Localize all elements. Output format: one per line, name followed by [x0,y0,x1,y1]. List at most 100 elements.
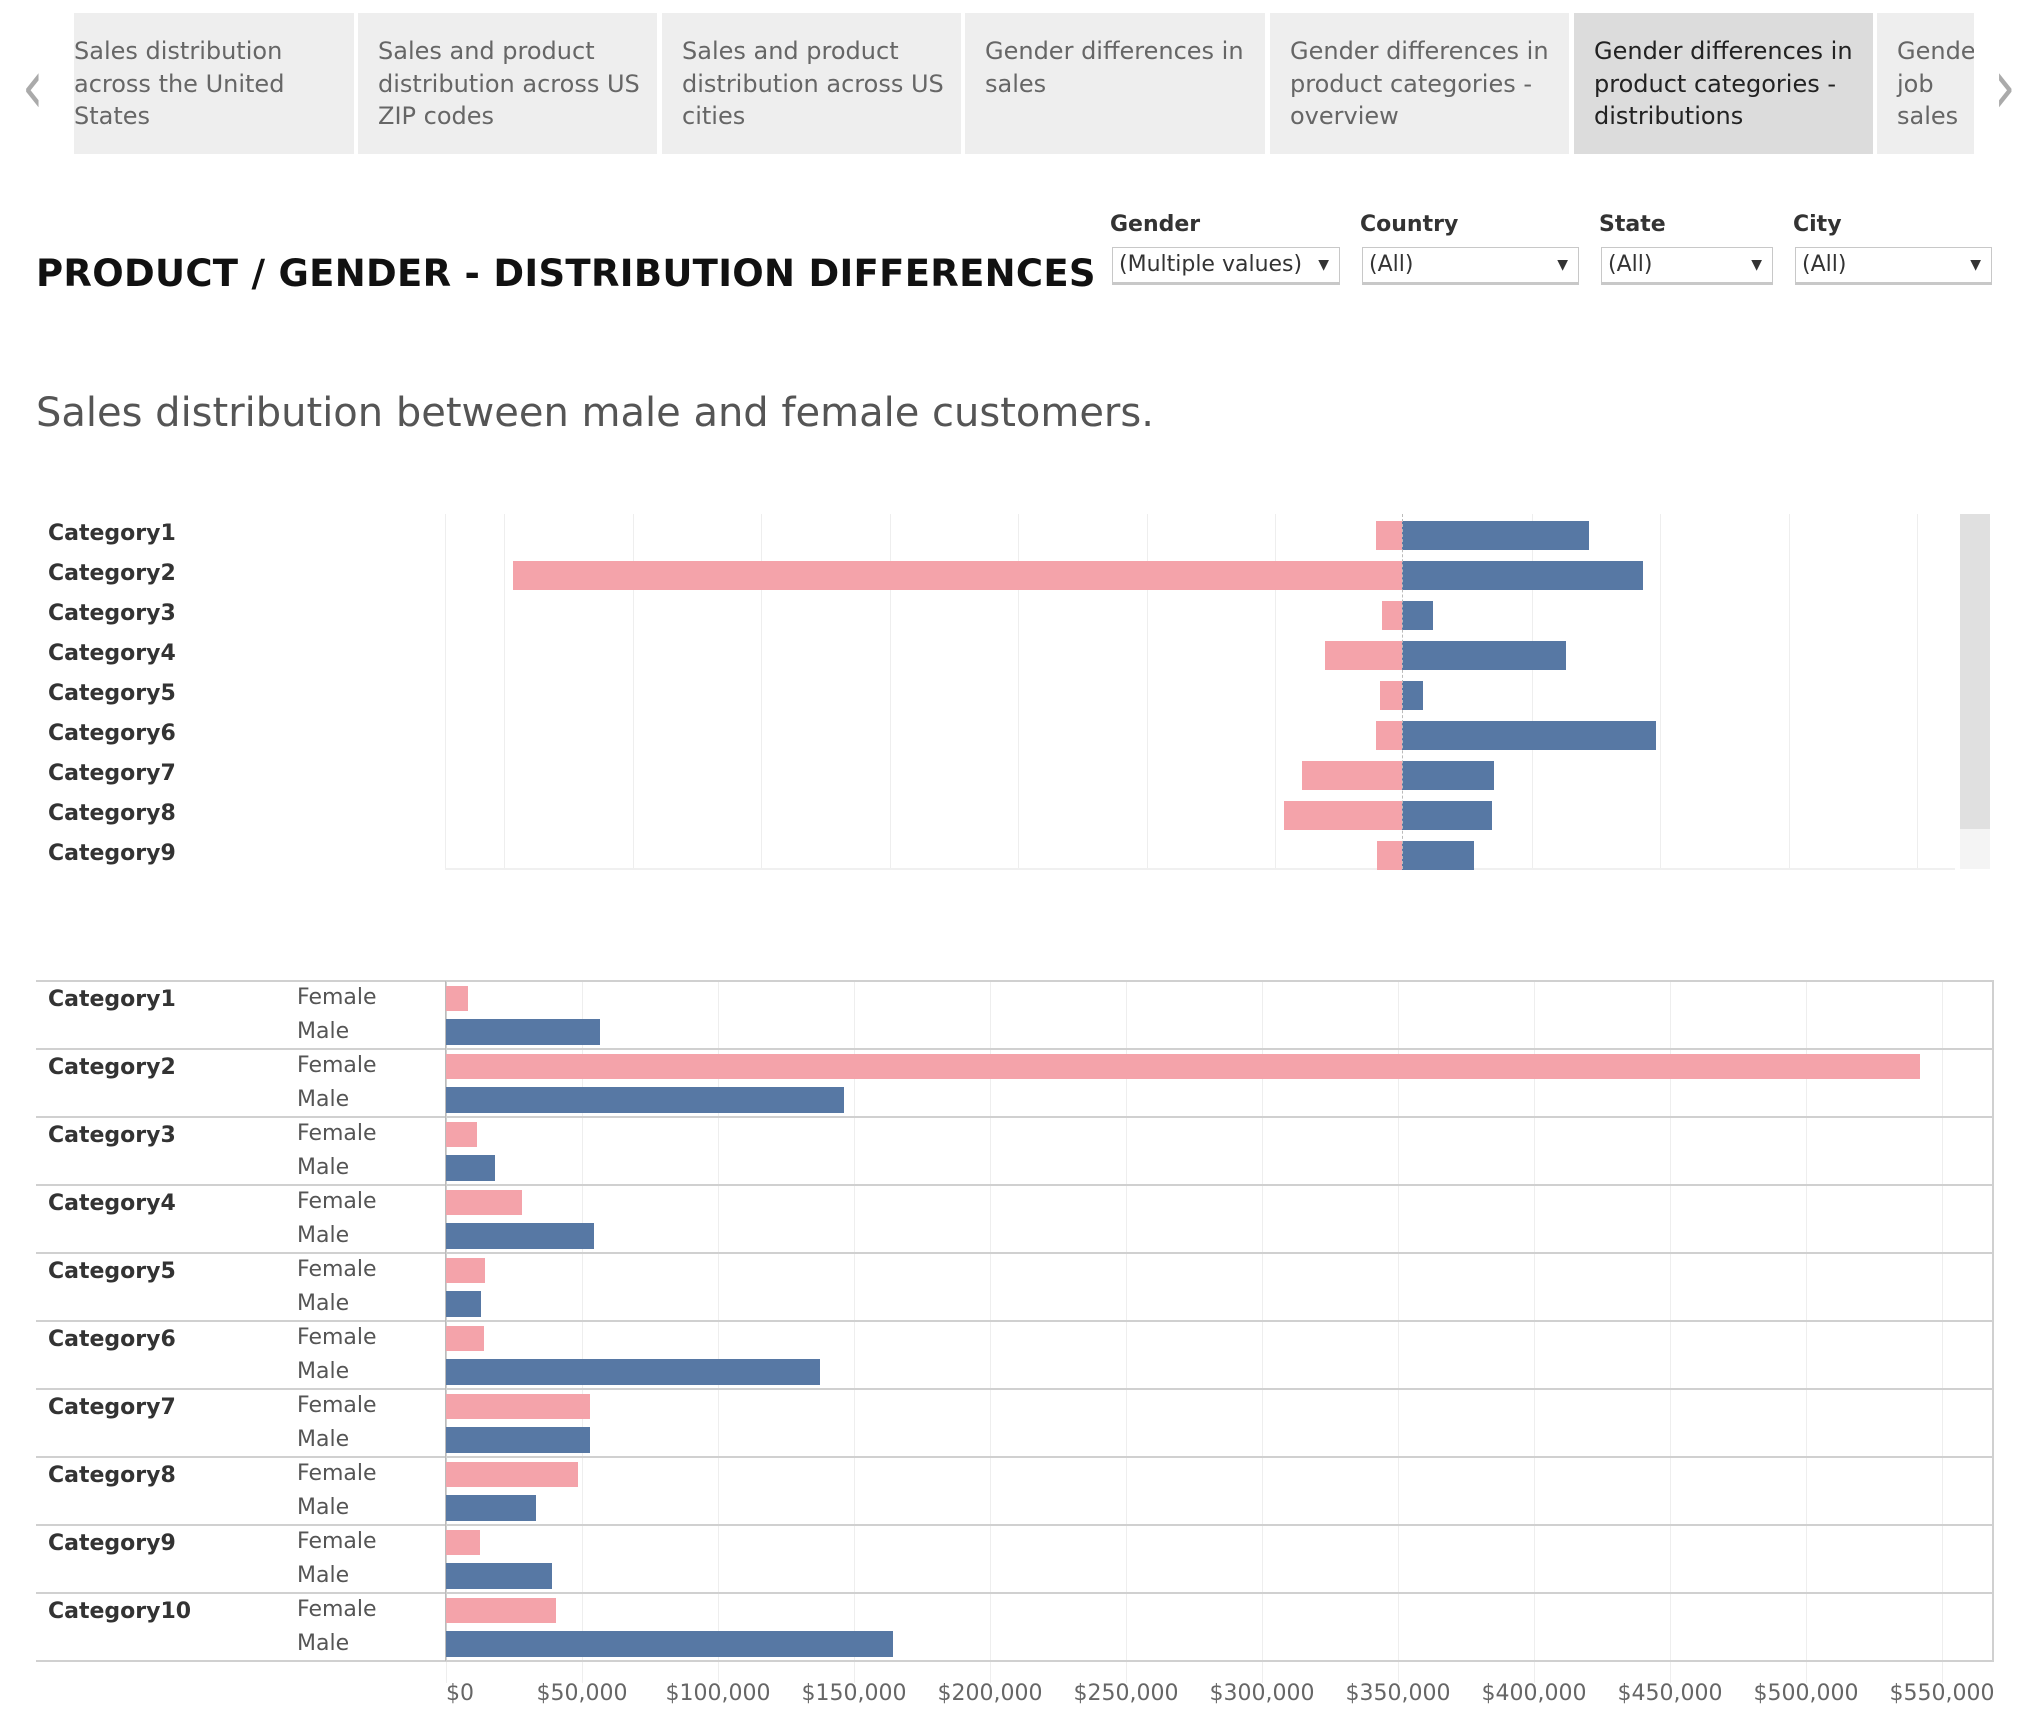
category-label: Category10 [48,1599,192,1624]
male-bar[interactable] [446,1495,536,1521]
gender-label-male: Male [297,1563,350,1588]
x-tick-label: $100,000 [665,1681,771,1706]
female-bar[interactable] [446,1530,480,1555]
filter-label-state: State [1599,212,1666,237]
female-bar[interactable] [1379,681,1402,710]
row-divider [36,1184,1994,1186]
x-tick-label: $450,000 [1617,1681,1723,1706]
female-bar[interactable] [1382,601,1402,630]
male-bar[interactable] [446,1019,600,1045]
female-bar[interactable] [446,1598,557,1623]
row-divider [36,1252,1994,1254]
row-divider [36,1592,1994,1594]
male-bar[interactable] [1402,641,1567,670]
male-bar[interactable] [1402,721,1657,750]
gender-label-male: Male [297,1359,350,1384]
dropdown-value: (All) [1369,252,1414,277]
category-label: Category7 [48,761,176,786]
gender-label-female: Female [297,1189,377,1214]
tab-label: Sales and product distribution across US… [378,37,640,130]
gender-label-female: Female [297,1597,377,1622]
male-bar[interactable] [446,1087,845,1113]
caret-down-icon: ▼ [1318,257,1329,273]
chevron-left-icon[interactable]: ‹ [22,42,44,131]
gender-label-female: Female [297,1529,377,1554]
tab-1[interactable]: Sales distribution across the United Sta… [74,13,354,154]
male-bar[interactable] [446,1223,595,1249]
male-bar[interactable] [1402,561,1644,590]
gender-label-female: Female [297,985,377,1010]
tab-4[interactable]: Gender differences in sales [965,13,1265,154]
male-bar[interactable] [446,1563,553,1589]
male-bar[interactable] [446,1291,482,1317]
filter-label-gender: Gender [1110,212,1201,237]
female-bar[interactable] [446,1054,1921,1079]
female-bar[interactable] [513,561,1402,590]
x-tick-label: $500,000 [1753,1681,1859,1706]
gender-label-female: Female [297,1325,377,1350]
female-bar[interactable] [446,986,468,1011]
chart-subtitle: Sales distribution between male and fema… [36,390,1154,436]
category-label: Category3 [48,601,176,626]
female-bar[interactable] [1283,801,1402,830]
male-bar[interactable] [446,1359,820,1385]
gender-label-male: Male [297,1155,350,1180]
male-bar[interactable] [446,1427,591,1453]
female-bar[interactable] [1376,521,1402,550]
tab-3[interactable]: Sales and product distribution across US… [662,13,961,154]
gridline [718,981,719,1683]
row-divider [36,1116,1994,1118]
gender-label-male: Male [297,1019,350,1044]
gender-label-female: Female [297,1053,377,1078]
category-label: Category8 [48,801,176,826]
male-bar[interactable] [1402,601,1433,630]
female-bar[interactable] [1301,761,1402,790]
row-divider [36,1524,1994,1526]
male-bar[interactable] [1402,521,1590,550]
male-bar[interactable] [446,1155,495,1181]
gridline [1942,981,1943,1683]
male-bar[interactable] [1402,761,1495,790]
scrollbar-thumb[interactable] [1960,514,1990,829]
female-bar[interactable] [1377,841,1402,870]
filter-dropdown-country[interactable]: (All) ▼ [1362,247,1579,285]
gridline [990,981,991,1683]
dropdown-value: (Multiple values) [1119,252,1303,277]
tab-7[interactable]: Gender job sales [1877,13,1974,154]
category-label: Category1 [48,521,176,546]
x-tick-label: $400,000 [1481,1681,1587,1706]
x-tick-label: $300,000 [1209,1681,1315,1706]
row-divider [36,980,1994,982]
center-line [1402,514,1403,869]
female-bar[interactable] [446,1190,523,1215]
female-bar[interactable] [1324,641,1402,670]
filter-dropdown-city[interactable]: (All) ▼ [1795,247,1992,285]
gridline [445,514,446,869]
category-label: Category6 [48,1327,176,1352]
gridline [854,981,855,1683]
tab-label: Gender differences in product categories… [1290,37,1549,130]
tab-5[interactable]: Gender differences in product categories… [1270,13,1569,154]
caret-down-icon: ▼ [1557,257,1568,273]
male-bar[interactable] [1402,841,1474,870]
dropdown-value: (All) [1608,252,1653,277]
female-bar[interactable] [1376,721,1402,750]
female-bar[interactable] [446,1122,478,1147]
gender-label-female: Female [297,1257,377,1282]
filter-dropdown-gender[interactable]: (Multiple values) ▼ [1112,247,1340,285]
female-bar[interactable] [446,1258,486,1283]
row-divider [36,1456,1994,1458]
female-bar[interactable] [446,1326,485,1351]
category-label: Category2 [48,561,176,586]
tab-6[interactable]: Gender differences in product categories… [1574,13,1873,154]
male-bar[interactable] [446,1631,894,1657]
tab-2[interactable]: Sales and product distribution across US… [358,13,657,154]
chevron-right-icon[interactable]: › [1994,42,2016,131]
gridline [1789,514,1790,869]
female-bar[interactable] [446,1462,578,1487]
female-bar[interactable] [446,1394,591,1419]
filter-dropdown-state[interactable]: (All) ▼ [1601,247,1773,285]
male-bar[interactable] [1402,801,1492,830]
male-bar[interactable] [1402,681,1423,710]
category-label: Category8 [48,1463,176,1488]
